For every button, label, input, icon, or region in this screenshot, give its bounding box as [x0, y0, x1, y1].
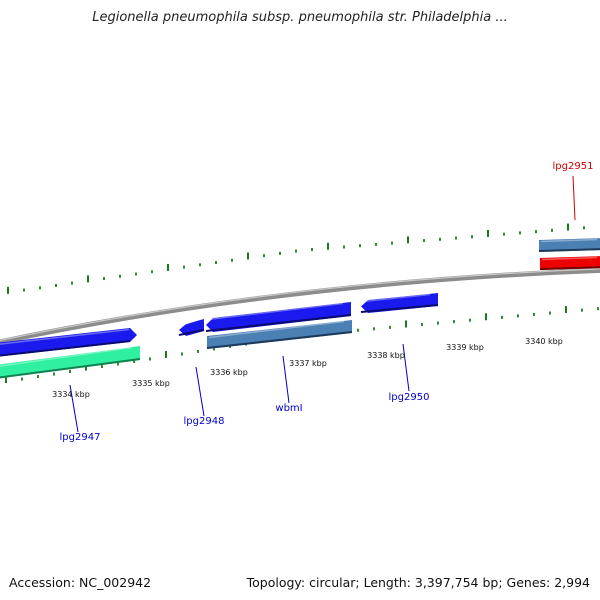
gene-lpg2947-feature-highlight [0, 346, 133, 367]
gene-lpg2947-feature-shadow [0, 358, 141, 379]
chromosome-backbone-highlight [0, 268, 600, 342]
scale-label-layer: 3334 kbp 3335 kbp 3336 kbp 3337 kbp 3338 kbp… [52, 337, 563, 399]
chromosome-backbone [0, 267, 600, 345]
scale-label: 3336 kbp [210, 368, 248, 377]
leader-line-lpg2947 [69, 384, 79, 433]
gene-lpg2951-arrow [540, 256, 600, 270]
scale-label: 3334 kbp [52, 390, 90, 399]
scale-label: 3337 kbp [289, 359, 327, 368]
leader-line-wbmI [282, 355, 290, 404]
gene-label-lpg2950[interactable]: lpg2950 [389, 392, 430, 403]
gene-lpg2947-forward [0, 328, 137, 357]
gene-wbmI-arrow-highlight [207, 302, 344, 321]
scale-label: 3338 kbp [367, 351, 405, 360]
leader-line-lpg2948 [195, 366, 205, 417]
scale-label: 3335 kbp [132, 379, 170, 388]
gene-wbmI-arrow [206, 302, 351, 332]
gene-label-wbmI[interactable]: wbmI [275, 403, 302, 414]
gene-lpg2947-feature [0, 346, 140, 379]
gene-label-lpg2947[interactable]: lpg2947 [60, 432, 101, 443]
scale-label: 3339 kbp [446, 343, 484, 352]
feature-track [0, 238, 600, 379]
gene-lpg2951-arrow-shadow [539, 266, 600, 270]
gene-lpg2950-arrow-shadow [360, 304, 439, 313]
gene-wbmI-feature-highlight [208, 320, 345, 339]
gene-label-lpg2951[interactable]: lpg2951 [553, 161, 594, 172]
gene-lpg2948-arrow-shadow [178, 329, 205, 336]
gene-lpg2950-arrow [361, 293, 438, 313]
genome-summary-text: Topology: circular; Length: 3,397,754 bp… [246, 575, 590, 590]
leader-line-lpg2950 [402, 343, 410, 392]
label-leaders [69, 175, 576, 433]
gene-label-layer: lpg2947 lpg2948 wbmI lpg2950 lpg2951 [60, 161, 594, 443]
gene-lpg2950-arrow-highlight [362, 293, 431, 303]
gene-label-lpg2948[interactable]: lpg2948 [184, 416, 225, 427]
gene-wbmI-arrow-shadow [205, 314, 352, 332]
outer-tick-ring [7, 223, 585, 294]
gene-lpg2951-feature-highlight [540, 238, 598, 243]
gene-lpg2947-forward-highlight [0, 328, 130, 345]
gene-lpg2947-forward-shadow [0, 340, 131, 357]
gene-wbmI-feature [207, 320, 352, 349]
gene-lpg2951-feature-shadow [538, 248, 600, 252]
accession-text: Accession: NC_002942 [9, 575, 152, 590]
gene-lpg2951-feature [539, 238, 600, 252]
leader-line-lpg2951 [572, 175, 576, 221]
gene-lpg2948-arrow-highlight [180, 319, 197, 327]
map-title: Legionella pneumophila subsp. pneumophil… [92, 10, 508, 25]
gene-wbmI-feature-shadow [206, 331, 353, 349]
scale-label: 3340 kbp [525, 337, 563, 346]
gene-lpg2951-arrow-highlight [541, 256, 598, 261]
